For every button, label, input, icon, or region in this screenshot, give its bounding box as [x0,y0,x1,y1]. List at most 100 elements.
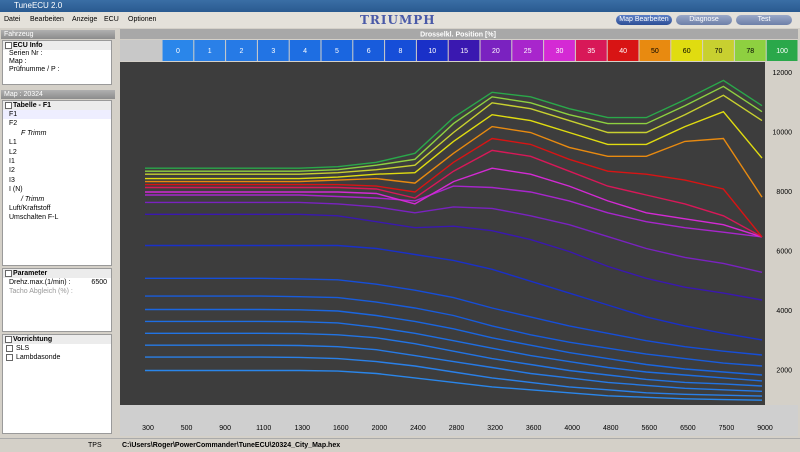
series-line [145,320,763,382]
tab[interactable]: Test [736,15,792,25]
x-axis-band [120,405,798,436]
legend-label: 8 [399,48,403,55]
item-label[interactable]: I1 [9,157,15,165]
x-tick-label: 9000 [757,425,773,432]
legend-swatch [671,40,703,61]
table-item: F1 [3,110,111,120]
legend-label: 2 [240,48,244,55]
legend-label: 40 [619,48,627,55]
device-box: Vorrichtung SLS Lambdasonde [2,334,112,434]
series-line [145,356,763,397]
x-tick-label: 900 [219,425,231,432]
series-line [145,167,763,238]
legend-label: 100 [776,48,788,55]
x-tick-label: 2800 [449,425,465,432]
field-label: Prüfnumme / P : [9,66,60,73]
menu-item[interactable]: Bearbeiten [30,16,64,23]
x-tick-label: 4800 [603,425,619,432]
series-line [145,137,763,238]
chart-title: Drosselkl. Position [%] [420,31,496,38]
item-label[interactable]: I (N) [9,186,23,194]
item-label[interactable]: F Trimm [21,129,47,137]
legend-label: 5 [335,48,339,55]
parameter-row: Drehz.max.(1/min) : 6500 [3,278,111,287]
table-item: / Trimm [3,195,111,204]
x-tick-label: 300 [142,425,154,432]
menu-item[interactable]: ECU [104,16,119,23]
x-tick-label: 3600 [526,425,542,432]
device-row: Lambdasonde [3,353,111,362]
series-line [145,185,763,238]
device-label: SLS [16,345,30,352]
table-item: Luft/Kraftstoff [3,204,111,213]
legend-label: 60 [683,48,691,55]
legend-label: 0 [176,48,180,55]
table-item: I1 [3,157,111,166]
checkbox[interactable] [6,344,13,352]
legend-swatch [385,40,416,61]
legend-swatch [703,40,734,61]
legend-swatch [289,40,321,61]
y-tick-label: 4000 [776,308,792,315]
legend-swatch [194,40,226,61]
legend-swatch [766,40,798,61]
series-line [145,332,763,387]
logo: TRIUMPH [360,13,436,27]
legend-swatch [575,40,607,61]
box-title: Tabelle - F1 [3,101,111,110]
item-label[interactable]: F2 [9,120,18,128]
item-label[interactable]: I2 [9,167,15,175]
legend-corner [120,40,162,61]
menu-item[interactable]: Optionen [128,16,157,23]
chart-header [120,29,798,39]
series-line [145,308,763,376]
table-item: I (N) [3,185,111,194]
file-path: C:\Users\Roger\PowerCommander\TuneECU\20… [122,442,341,449]
item-label[interactable]: Luft/Kraftstoff [9,204,51,212]
checkbox[interactable] [6,354,13,362]
menu-item[interactable]: Datei [4,16,21,23]
legend-swatch [607,40,639,61]
tps-label: TPS [88,442,102,449]
parameter-label: Tacho Abgleich (%) : [9,288,73,296]
tab[interactable]: Diagnose [676,15,732,25]
series-line [145,369,763,401]
legend-label: 10 [428,48,436,55]
table-item: Umschalten F-L [3,213,111,222]
x-tick-label: 6500 [680,425,696,432]
legend-swatch [162,40,194,61]
legend-label: 25 [524,48,532,55]
legend-label: 1 [208,48,212,55]
menu-item[interactable]: Anzeige [72,16,98,23]
table-item: L1 [3,138,111,147]
series-line [145,201,763,273]
item-label[interactable]: L1 [9,139,17,147]
legend-swatch [480,40,512,61]
series-line [145,344,763,392]
series-line [145,79,763,169]
item-label[interactable]: Umschalten F-L [9,214,59,222]
item-label[interactable]: L2 [9,148,17,156]
x-tick-label: 3200 [487,425,503,432]
x-tick-label: 2400 [410,425,426,432]
parameter-value[interactable]: 6500 [91,279,107,286]
legend-swatch [353,40,385,61]
x-tick-label: 2000 [372,425,388,432]
tab[interactable]: Map Bearbeiten [616,15,672,25]
legend-swatch [639,40,671,61]
legend-label: 6 [367,48,371,55]
item-label[interactable]: I3 [9,176,15,184]
series-line [145,94,763,175]
y-tick-label: 12000 [773,70,793,77]
x-tick-label: 1300 [294,425,310,432]
box-title: Parameter [3,269,111,278]
y-tick-label: 2000 [776,367,792,374]
device-row: SLS [3,344,111,353]
menu-bar [0,12,800,28]
series-line [145,277,763,356]
box-title: Vorrichtung [3,335,111,344]
legend-label: 70 [715,48,723,55]
item-label[interactable]: F1 [9,111,18,118]
item-label[interactable]: / Trimm [21,195,45,203]
